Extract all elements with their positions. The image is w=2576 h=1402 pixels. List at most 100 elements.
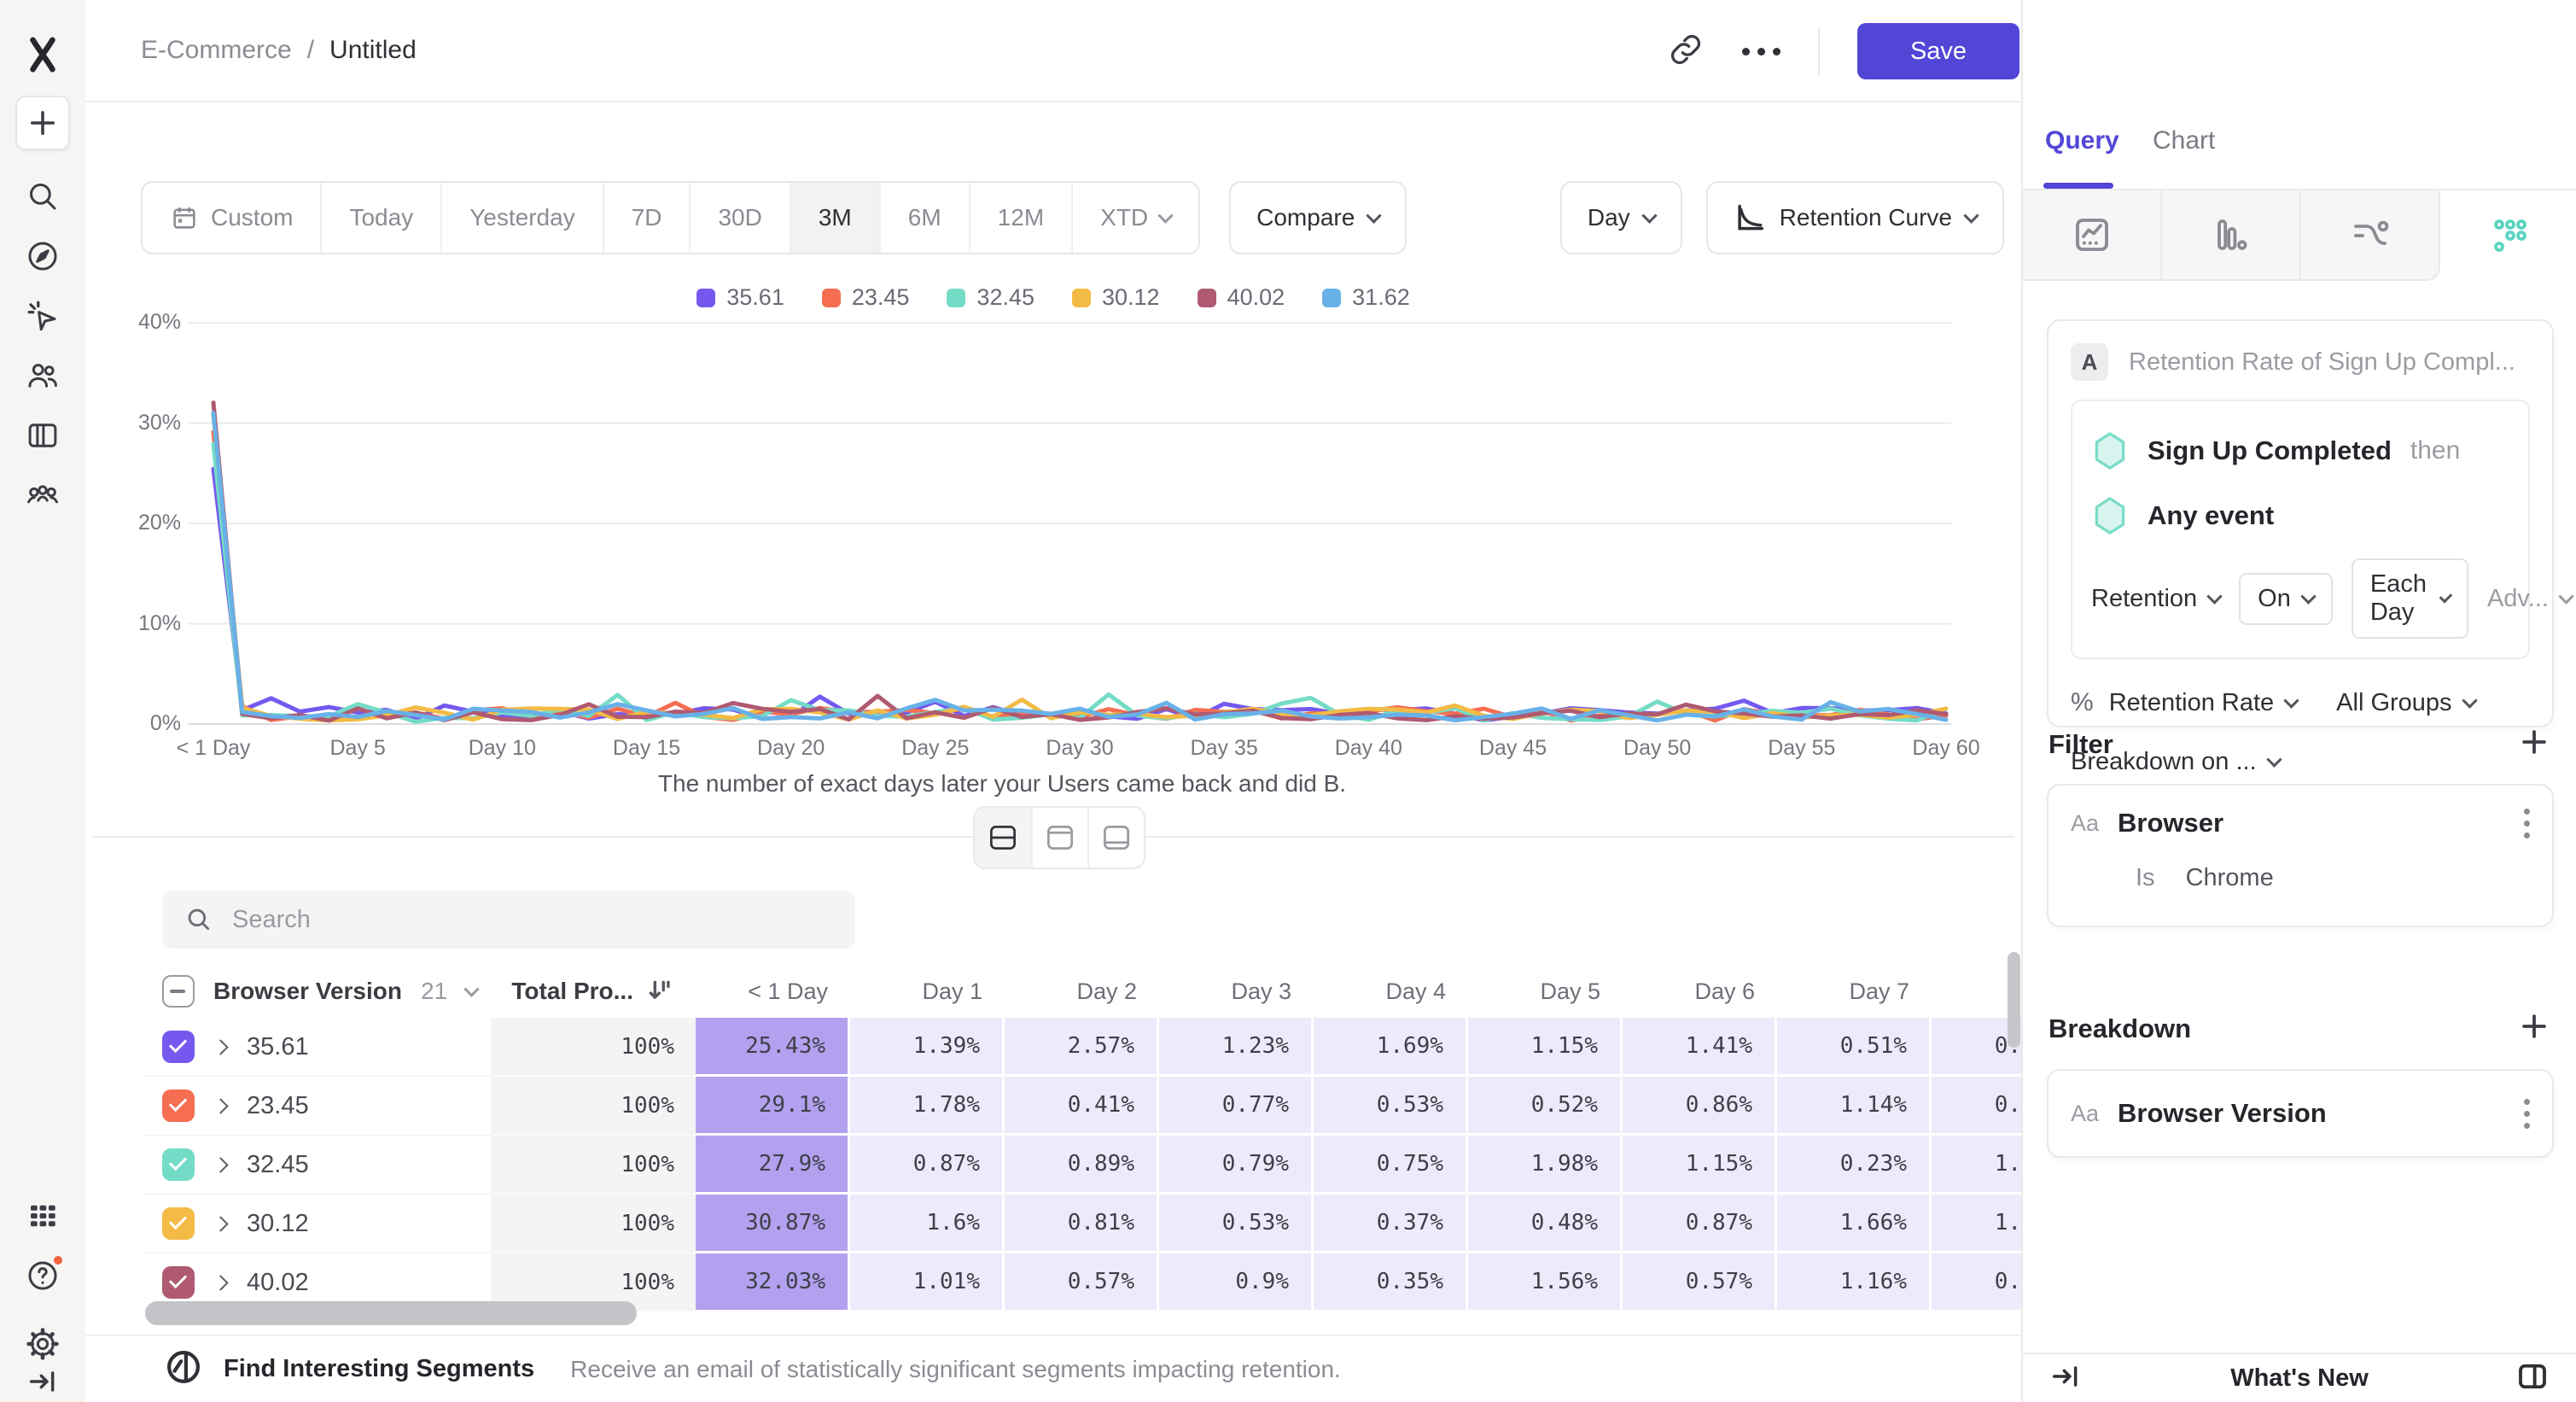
page-title[interactable]: Untitled [329,36,417,64]
table-row[interactable]: 32.45 100% 27.9% 0.87% 0.89% 0.79% 0.75% 1.98% 1… [145,1136,2021,1195]
create-new-button[interactable] [15,96,70,150]
breadcrumb-project[interactable]: E-Commerce [141,36,292,64]
legend-item[interactable]: 40.02 [1197,284,1285,311]
layout-chart-top-button[interactable] [1031,808,1087,867]
copy-link-icon[interactable] [1667,31,1705,73]
tab-chart[interactable]: Chart [2153,126,2216,155]
row-checkbox[interactable] [162,1089,195,1122]
day-column-header[interactable]: Day 7 [1849,978,1909,1004]
filter-property[interactable]: Browser [2118,808,2224,838]
boards-icon[interactable] [15,408,70,463]
breakdown-property[interactable]: Browser Version [2118,1098,2327,1128]
collapse-panel-icon[interactable] [2049,1359,2083,1398]
row-checkbox[interactable] [162,1266,195,1299]
expand-chevron-icon[interactable] [213,1038,229,1055]
horizontal-scrollbar[interactable] [145,1301,637,1325]
advanced-dropdown[interactable]: Adv... [2487,585,2574,613]
retention-report-tab[interactable] [2440,190,2576,281]
collapse-sidebar-icon[interactable] [15,1354,70,1402]
users-icon[interactable] [15,348,70,403]
day-column-header[interactable]: Day 2 [1076,978,1137,1004]
whats-new-link[interactable]: What's New [2230,1364,2369,1392]
query-title[interactable]: Retention Rate of Sign Up Compl... [2129,348,2515,376]
filter-options-icon[interactable] [2524,808,2530,838]
breakdown-on-dropdown[interactable]: Breakdown on ... [2071,748,2282,776]
legend-item[interactable]: 32.45 [947,284,1034,311]
range-12m[interactable]: 12M [968,183,1071,253]
each-day-dropdown[interactable]: Each Day [2351,558,2468,639]
chart-type-dropdown[interactable]: Retention Curve [1705,181,2004,254]
retention-line-chart[interactable] [188,316,1955,736]
mixpanel-logo[interactable] [15,27,70,82]
range-7d[interactable]: 7D [602,183,690,253]
cohorts-icon[interactable] [15,468,70,523]
range-3m[interactable]: 3M [789,183,879,253]
range-xtd[interactable]: XTD [1071,183,1198,253]
legend-item[interactable]: 30.12 [1072,284,1160,311]
day-column-header[interactable]: Day 3 [1231,978,1291,1004]
explore-compass-icon[interactable] [15,229,70,283]
flows-report-tab[interactable] [2301,190,2440,281]
breakdown-options-icon[interactable] [2524,1098,2530,1129]
search-icon[interactable] [15,169,70,224]
tab-query[interactable]: Query [2045,126,2119,155]
day-column-header[interactable]: Day 1 [922,978,982,1004]
retention-type-dropdown[interactable]: Retention [2091,585,2223,613]
expand-chevron-icon[interactable] [213,1097,229,1114]
funnels-report-tab[interactable] [2162,190,2301,281]
on-dropdown[interactable]: On [2239,572,2333,625]
row-checkbox[interactable] [162,1148,195,1181]
vertical-scrollbar[interactable] [2008,952,2020,1048]
filter-value[interactable]: Chrome [2185,864,2274,891]
side-panel-icon[interactable] [2515,1358,2550,1399]
search-input[interactable] [232,905,833,934]
day-column-header[interactable]: Day 5 [1540,978,1600,1004]
row-checkbox[interactable] [162,1207,195,1240]
filter-operator[interactable]: Is [2136,864,2155,891]
more-options-icon[interactable] [1742,47,1780,55]
range-yesterday[interactable]: Yesterday [440,183,603,253]
measure-dropdown[interactable]: Retention Rate [2109,689,2299,717]
breakdown-card[interactable]: Aa Browser Version [2047,1069,2554,1158]
table-row[interactable]: 35.61 100% 25.43% 1.39% 2.57% 1.23% 1.69% 1.15%… [145,1018,2021,1077]
range-30d[interactable]: 30D [689,183,789,253]
legend-item[interactable]: 35.61 [696,284,784,311]
row-checkbox[interactable] [162,1031,195,1063]
day-column-header[interactable]: Day 4 [1385,978,1446,1004]
granularity-dropdown[interactable]: Day [1559,181,1682,254]
table-row[interactable]: 23.45 100% 29.1% 1.78% 0.41% 0.77% 0.53% 0.52% 0… [145,1077,2021,1136]
add-breakdown-button[interactable] [2518,1010,2550,1047]
chevron-down-icon[interactable] [463,980,480,997]
range-6m[interactable]: 6M [878,183,969,253]
group-column-label[interactable]: Browser Version [213,978,402,1004]
help-icon[interactable] [15,1248,70,1303]
add-filter-button[interactable] [2518,726,2550,762]
insights-report-tab[interactable] [2023,190,2162,281]
expand-chevron-icon[interactable] [213,1274,229,1291]
table-row[interactable]: 40.02 100% 32.03% 1.01% 0.57% 0.9% 0.35% 1.56% 0… [145,1253,2021,1312]
groups-dropdown[interactable]: All Groups [2336,689,2478,717]
range-custom[interactable]: Custom [143,183,320,253]
total-column-header[interactable]: Total Pro... [491,977,696,1006]
magic-wand-icon[interactable] [15,289,70,343]
percent-icon: % [2071,688,2094,716]
born-event-row[interactable]: Sign Up Completed then [2091,418,2509,483]
day-column-header[interactable]: < 1 Day [748,978,828,1004]
settings-gear-icon[interactable] [15,1317,70,1371]
save-button[interactable]: Save [1857,23,2019,79]
compare-button[interactable]: Compare [1229,181,1407,254]
day-column-header[interactable]: Day 6 [1694,978,1755,1004]
filter-card[interactable]: Aa Browser Is Chrome [2047,784,2554,927]
layout-chart-bottom-button[interactable] [1087,808,1144,867]
apps-grid-icon[interactable] [15,1189,70,1243]
range-today[interactable]: Today [320,183,440,253]
layout-split-button[interactable] [975,808,1031,867]
legend-item[interactable]: 23.45 [821,284,909,311]
expand-chevron-icon[interactable] [213,1215,229,1232]
find-segments-link[interactable]: Find Interesting Segments [224,1355,535,1382]
legend-item[interactable]: 31.62 [1322,284,1410,311]
select-all-checkbox[interactable] [162,975,195,1008]
return-event-row[interactable]: Any event [2091,483,2509,548]
expand-chevron-icon[interactable] [213,1156,229,1173]
table-row[interactable]: 30.12 100% 30.87% 1.6% 0.81% 0.53% 0.37% 0.48% 0… [145,1195,2021,1253]
